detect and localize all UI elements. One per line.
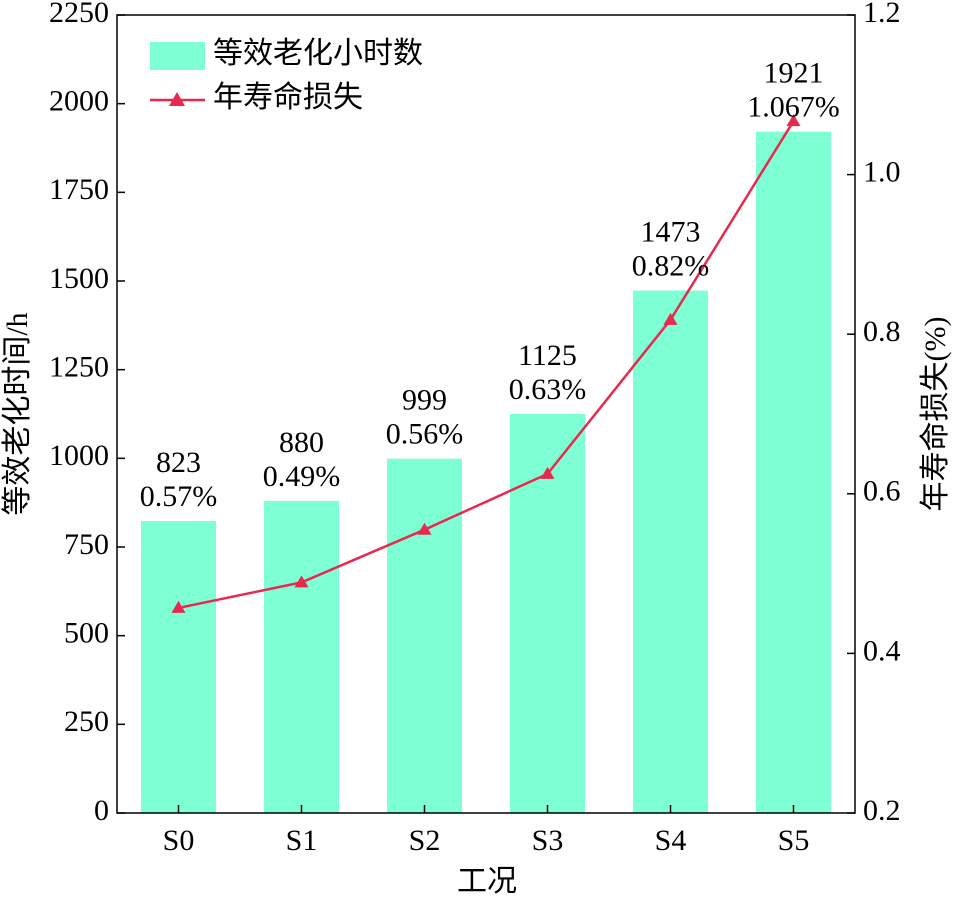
annotation: 0.82% [632, 249, 710, 282]
y2-tick-label: 1.2 [863, 0, 901, 29]
bar [632, 290, 709, 813]
bar-value-label: 1921 [764, 57, 824, 90]
y-tick-label: 1250 [49, 351, 109, 384]
bar [140, 521, 217, 813]
y-tick-label: 1500 [49, 262, 109, 295]
x-axis-title: 工况 [457, 865, 517, 898]
legend-label: 等效老化小时数 [213, 37, 423, 70]
y2-tick-label: 0.2 [863, 794, 901, 827]
bar [509, 414, 586, 813]
x-tick-label: S5 [778, 824, 810, 857]
y-tick-label: 1750 [49, 173, 109, 206]
y2-axis-title: 年寿命损失(%) [919, 317, 952, 512]
bar [263, 500, 340, 813]
bar-value-label: 999 [402, 384, 447, 417]
x-tick-label: S3 [532, 824, 564, 857]
marker [540, 466, 555, 479]
y-tick-label: 750 [64, 528, 109, 561]
marker [417, 522, 432, 535]
x-tick-label: S2 [409, 824, 441, 857]
line [178, 120, 795, 610]
y2-tick-label: 0.6 [863, 475, 901, 508]
marker [786, 114, 801, 127]
annotation: 0.49% [263, 460, 341, 493]
bar [386, 458, 463, 813]
annotation: 0.56% [386, 418, 464, 451]
legend-marker [169, 92, 185, 106]
y2-tick-label: 0.4 [863, 634, 901, 667]
marker [294, 575, 309, 588]
bar [755, 131, 832, 814]
y-tick-label: 2250 [49, 0, 109, 29]
legend-label: 年寿命损失 [213, 81, 363, 114]
y-tick-label: 2000 [49, 85, 109, 118]
plot-frame [116, 14, 856, 814]
x-tick-label: S4 [655, 824, 687, 857]
y-tick-label: 0 [94, 794, 109, 827]
y-tick-label: 250 [64, 705, 109, 738]
annotation: 0.57% [140, 480, 218, 513]
x-tick-label: S1 [286, 824, 318, 857]
y2-tick-label: 0.8 [863, 315, 901, 348]
annotation: 0.63% [509, 373, 587, 406]
bar-value-label: 1125 [518, 339, 577, 372]
bar-value-label: 1473 [641, 215, 701, 248]
bar-value-label: 823 [156, 446, 201, 479]
y-tick-label: 1000 [49, 439, 109, 472]
annotation: 1.067% [747, 91, 840, 124]
y-tick-label: 500 [64, 617, 109, 650]
marker [663, 312, 678, 325]
y2-tick-label: 1.0 [863, 155, 901, 188]
x-tick-label: S0 [163, 824, 195, 857]
legend-swatch [150, 42, 205, 70]
y-axis-title: 等效老化时间/h [1, 312, 34, 515]
marker [171, 600, 186, 613]
bar-value-label: 880 [279, 426, 324, 459]
